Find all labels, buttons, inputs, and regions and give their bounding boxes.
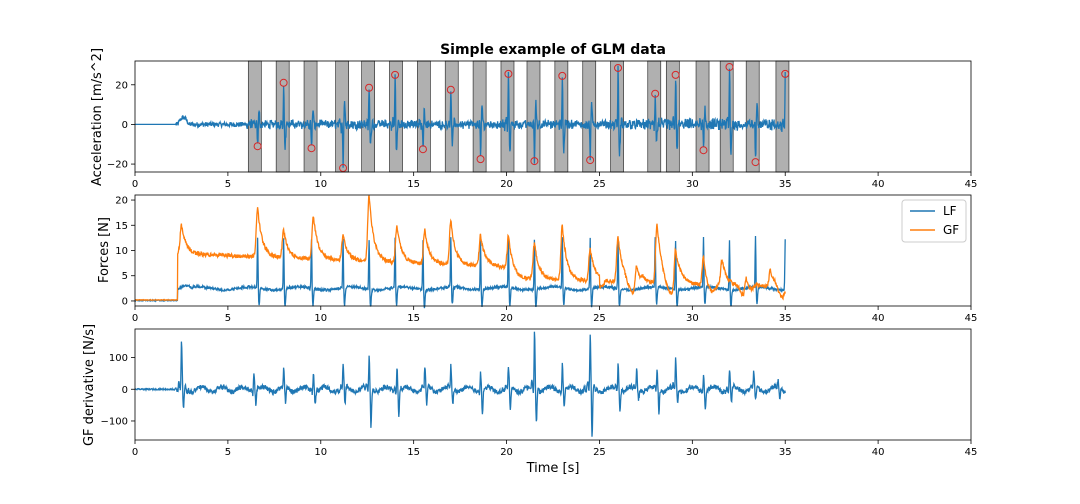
shaded-intervals — [247, 60, 790, 173]
x-tick-label: 35 — [779, 447, 792, 458]
y-tick-label: 100 — [109, 353, 128, 364]
legend-label-gf: GF — [943, 223, 959, 237]
acceleration-panel: 0 5 10 15 20 25 30 35 40 45 −20 0 20 Acceleration [m… — [90, 48, 977, 190]
peak-marker — [504, 69, 513, 78]
gf-derivative-panel: 0 5 10 15 20 25 30 35 40 45 −100 0 100 GF derivative… — [82, 324, 977, 476]
x-tick-label: 20 — [500, 179, 513, 190]
x-tick-label: 30 — [686, 179, 699, 190]
event-window — [526, 60, 541, 173]
peak-marker — [671, 70, 680, 79]
x-tick-label: 15 — [407, 447, 420, 458]
x-tick-label: 20 — [500, 447, 513, 458]
acceleration-line — [135, 65, 786, 168]
y-tick-label: −100 — [101, 416, 128, 427]
lf-line — [134, 235, 786, 309]
plot-frame — [134, 60, 972, 173]
peak-markers — [253, 62, 790, 173]
x-tick-label: 40 — [872, 447, 885, 458]
peak-marker — [781, 69, 790, 78]
legend: LF GF — [901, 199, 967, 243]
y-tick-label: 20 — [115, 80, 128, 91]
x-tick-label: 10 — [314, 179, 327, 190]
peak-marker — [558, 71, 567, 80]
x-tick-label: 25 — [593, 447, 606, 458]
peak-marker — [651, 89, 660, 98]
forces-panel: 0 5 10 15 20 25 30 35 40 45 0 5 10 15 20 Forces [N] LF… — [97, 194, 978, 324]
x-tick-label: 0 — [132, 313, 138, 324]
peak-marker — [751, 158, 760, 167]
peak-marker — [446, 85, 455, 94]
event-window — [775, 60, 790, 173]
chart-title: Simple example of GLM data — [440, 42, 666, 58]
event-window — [695, 60, 710, 173]
x-tick-label: 15 — [407, 179, 420, 190]
x-tick-label: 45 — [965, 447, 978, 458]
x-axis-label-time: Time [s] — [526, 461, 580, 476]
y-tick-label: 15 — [115, 221, 128, 232]
x-tick-label: 20 — [500, 313, 513, 324]
event-window — [335, 60, 349, 173]
y-axis-label-forces: Forces [N] — [97, 217, 112, 283]
peak-marker — [418, 145, 427, 154]
y-tick-label: −20 — [107, 160, 128, 171]
x-tick-label: 35 — [779, 179, 792, 190]
x-tick-label: 30 — [686, 313, 699, 324]
legend-label-lf: LF — [943, 204, 957, 218]
y-tick-label: 0 — [122, 385, 128, 396]
event-window — [719, 60, 734, 173]
x-tick-label: 40 — [872, 179, 885, 190]
x-tick-label: 10 — [314, 313, 327, 324]
forces-series — [134, 195, 786, 309]
peak-marker — [699, 146, 708, 155]
x-tick-label: 40 — [872, 313, 885, 324]
y-tick-label: 0 — [122, 120, 128, 131]
gf-line — [134, 195, 786, 302]
peak-marker — [530, 157, 539, 166]
y-tick-label: 0 — [122, 296, 128, 307]
y-tick-label: 20 — [115, 196, 128, 207]
y-tick-label: 10 — [115, 246, 128, 257]
x-tick-label: 15 — [407, 313, 420, 324]
peak-marker — [307, 144, 316, 153]
x-tick-label: 10 — [314, 447, 327, 458]
peak-marker — [279, 78, 288, 87]
event-window — [582, 60, 597, 173]
peak-marker — [365, 83, 374, 92]
x-tick-label: 45 — [965, 313, 978, 324]
gf-derivative-line — [134, 331, 786, 437]
x-tick-label: 25 — [593, 313, 606, 324]
event-window — [303, 60, 318, 173]
x-tick-label: 0 — [132, 447, 138, 458]
peak-marker — [476, 155, 485, 164]
x-tick-label: 25 — [593, 179, 606, 190]
peak-marker — [391, 70, 400, 79]
peak-marker — [339, 164, 348, 173]
peak-marker — [253, 142, 262, 151]
plot-frame — [134, 328, 972, 441]
y-axis-label-gf-derivative: GF derivative [N/s] — [82, 324, 97, 446]
y-tick-label: 5 — [122, 271, 128, 282]
peak-marker — [586, 156, 595, 165]
x-tick-label: 35 — [779, 313, 792, 324]
y-axis-label-acceleration: Acceleration [m/s^2] — [90, 48, 105, 186]
gf-derivative-series — [134, 331, 786, 437]
peak-marker — [725, 62, 734, 71]
x-tick-label: 5 — [225, 179, 231, 190]
x-tick-label: 45 — [965, 179, 978, 190]
peak-marker — [614, 63, 623, 72]
x-tick-label: 5 — [225, 447, 231, 458]
x-tick-label: 5 — [225, 313, 231, 324]
acceleration-series — [135, 65, 786, 168]
x-tick-label: 30 — [686, 447, 699, 458]
x-tick-label: 0 — [132, 179, 138, 190]
